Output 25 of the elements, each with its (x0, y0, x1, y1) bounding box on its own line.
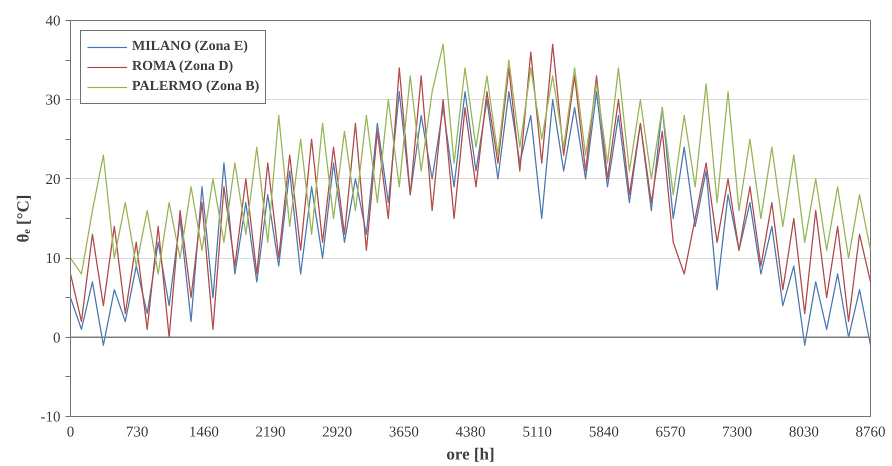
x-tick-label: 0 (66, 424, 74, 440)
y-tick-label: 30 (46, 92, 60, 109)
y-tick-label: -10 (40, 410, 61, 426)
x-tick-label: 7300 (722, 424, 752, 440)
line-series (70, 91, 870, 346)
legend-label: MILANO (Zona E) (132, 38, 248, 56)
x-tick-label: 8760 (856, 424, 886, 440)
legend-label: PALERMO (Zona B) (132, 78, 260, 96)
x-tick-label: 3650 (388, 424, 419, 440)
x-tick-label: 2190 (256, 424, 286, 440)
legend-label: ROMA (Zona D) (132, 58, 234, 76)
x-axis-title: ore [h] (446, 444, 495, 464)
x-tick-label: 6570 (656, 424, 686, 440)
x-tick-label: 5840 (588, 424, 619, 440)
y-tick-label: 20 (46, 172, 60, 188)
x-tick-label: 8030 (788, 424, 819, 440)
y-axis-title: θₑ [°C] (14, 194, 33, 242)
y-tick-label: 10 (46, 251, 60, 268)
y-tick-label: 40 (46, 14, 60, 30)
x-tick-label: 2920 (322, 424, 352, 440)
y-tick-label: 0 (53, 330, 60, 346)
x-tick-label: 5110 (522, 424, 552, 440)
x-tick-label: 1460 (188, 424, 219, 440)
x-tick-label: 730 (126, 424, 148, 440)
x-tick-label: 4380 (456, 424, 486, 440)
